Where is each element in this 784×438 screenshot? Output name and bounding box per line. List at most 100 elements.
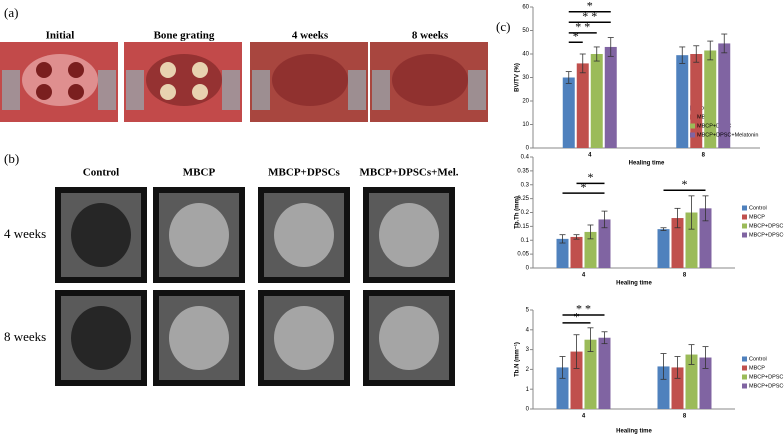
y-tick-label: 0 <box>526 146 530 152</box>
significance-label: * * <box>576 302 591 316</box>
defect-hole <box>160 62 176 78</box>
retractor <box>348 70 366 110</box>
legend-swatch <box>690 114 695 120</box>
bar-chart: 0 0.05 0.1 0.15 0.2 0.25 0.3 0.35 0.4 Tb.Th (mm) H… <box>515 155 784 287</box>
x-tick-label: 4 <box>582 414 586 420</box>
y-tick-label: 60 <box>522 5 529 11</box>
error-bar <box>674 356 681 379</box>
legend-label: MBCP <box>749 365 765 371</box>
legend-swatch <box>742 383 747 389</box>
retractor <box>98 70 116 110</box>
bar <box>598 219 611 268</box>
error-bar <box>688 344 695 365</box>
defect-hole <box>36 84 52 100</box>
y-tick-label: 0.35 <box>517 168 529 174</box>
error-bar <box>679 46 686 64</box>
legend-swatch <box>742 374 747 380</box>
bar <box>671 218 684 268</box>
error-bar <box>593 46 600 62</box>
legend-label: MBCP+DPSC+Melatonin <box>697 132 758 138</box>
error-bar <box>688 195 695 230</box>
bar <box>556 238 569 268</box>
bar <box>657 229 670 268</box>
y-axis-label: Tb.N (mm⁻¹) <box>514 342 521 377</box>
error-bar <box>559 234 566 244</box>
y-tick-label: 0.1 <box>521 238 530 244</box>
y-tick-label: 4 <box>526 327 530 333</box>
error-bar <box>660 227 667 231</box>
error-bar <box>579 53 586 74</box>
error-bar <box>559 356 566 379</box>
error-bar <box>707 40 714 61</box>
x-tick-label: 8 <box>702 153 706 159</box>
error-bar <box>607 37 614 57</box>
error-bar <box>721 33 728 54</box>
bar <box>598 337 611 409</box>
legend-swatch <box>742 356 747 362</box>
legend-label: MBCP+DPSC+Melatonin <box>749 383 784 389</box>
bar <box>584 231 597 268</box>
bar <box>562 77 575 148</box>
ct-defect <box>169 306 229 370</box>
retractor <box>468 70 486 110</box>
y-tick-label: 0 <box>526 407 530 413</box>
photo-title: 8 weeks <box>412 30 449 42</box>
y-tick-label: 5 <box>526 308 530 314</box>
bar <box>699 208 712 268</box>
defect-hole <box>68 62 84 78</box>
bar <box>676 55 689 148</box>
retractor <box>222 70 240 110</box>
y-tick-label: 0.05 <box>517 252 529 258</box>
bar <box>570 236 583 268</box>
bar <box>704 50 717 148</box>
x-tick-label: 4 <box>588 153 592 159</box>
ct-defect <box>274 306 334 370</box>
x-axis-label: Healing time <box>616 281 652 287</box>
x-tick-label: 8 <box>683 273 687 279</box>
bar <box>685 212 698 268</box>
retractor <box>126 70 144 110</box>
bar <box>570 351 583 409</box>
legend-label: MBCP+DPSC <box>749 223 783 229</box>
defect-site <box>272 54 348 106</box>
legend-label: MBCP+DPSC+Melatonin <box>749 232 784 238</box>
legend-swatch <box>742 214 747 220</box>
defect-hole <box>192 84 208 100</box>
ct-column-label: MBCP <box>183 167 216 179</box>
photo-title: Bone grating <box>154 30 215 42</box>
ct-defect <box>274 203 334 267</box>
photo-title: 4 weeks <box>292 30 329 42</box>
x-axis-label: Healing time <box>629 161 665 167</box>
error-bar <box>565 71 572 84</box>
legend-swatch <box>742 365 747 371</box>
panel-label: (b) <box>4 151 19 166</box>
photo-title: Initial <box>46 30 75 42</box>
defect-site <box>22 54 98 106</box>
error-bar <box>693 45 700 63</box>
ct-defect <box>71 306 131 370</box>
defect-site <box>392 54 468 106</box>
legend-label: Control <box>749 356 767 362</box>
retractor <box>2 70 20 110</box>
significance-label: * <box>574 310 580 324</box>
error-bar <box>601 210 608 229</box>
significance-label: * <box>588 170 594 184</box>
x-tick-label: 8 <box>683 414 687 420</box>
legend-swatch <box>742 232 747 238</box>
bar <box>584 339 597 409</box>
bar <box>718 43 731 148</box>
legend-swatch <box>742 223 747 229</box>
panel-label: (c) <box>496 19 510 34</box>
ct-defect <box>379 306 439 370</box>
y-tick-label: 10 <box>522 122 529 128</box>
y-tick-label: 0.4 <box>521 155 530 161</box>
significance-label: * <box>587 0 593 12</box>
error-bar <box>660 353 667 380</box>
significance-label: * <box>682 177 688 191</box>
defect-hole <box>68 84 84 100</box>
legend-label: MBCP+DPSC <box>749 374 783 380</box>
legend-label: MBCP+DPSC <box>697 123 731 129</box>
error-bar <box>601 331 608 345</box>
error-bar <box>573 334 580 369</box>
significance-label: * <box>573 29 579 43</box>
